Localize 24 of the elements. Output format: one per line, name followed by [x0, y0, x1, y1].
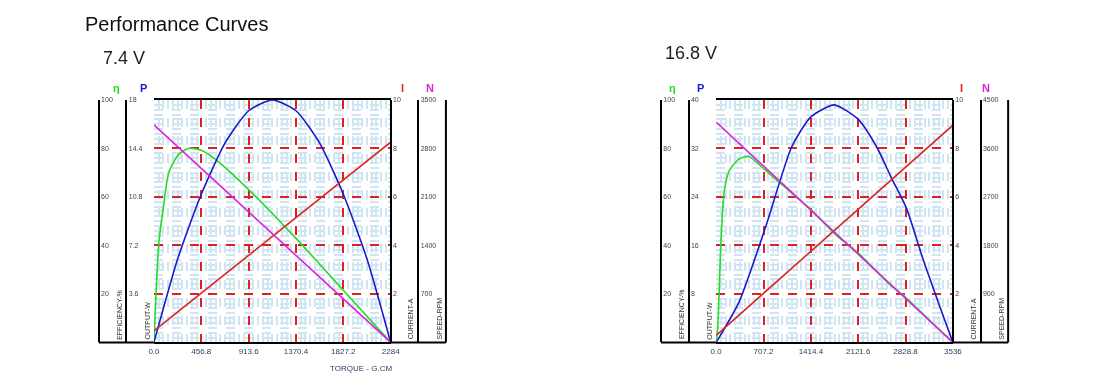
x-tick-label: 456.8 [191, 347, 212, 356]
text: P [697, 82, 705, 94]
chart-subtitle: 7.4 V [103, 48, 146, 68]
x-tick-label: 2284 [381, 347, 401, 356]
text: N [426, 82, 434, 94]
x-tick-label: 1370.4 [283, 347, 309, 356]
x-tick-label: 3536 [944, 347, 963, 356]
x-tick-label: 2121.6 [845, 347, 872, 356]
x-axis-title: TORQUE - G.CM [330, 364, 393, 373]
x-tick-label: 0.0 [148, 347, 161, 356]
chart-title: Performance Curves [85, 13, 269, 35]
chart-subtitle: 16.8 V [665, 43, 718, 63]
text: I [401, 82, 405, 94]
x-tick-label: 707.2 [753, 347, 775, 356]
text: I [960, 82, 964, 94]
x-tick-label: 1414.4 [798, 347, 824, 356]
text: P [140, 82, 148, 94]
x-tick-label: 0.0 [710, 347, 723, 356]
text: η [113, 82, 120, 94]
x-tick-label: 1827.2 [331, 347, 357, 356]
text: η [669, 82, 676, 94]
text: N [982, 82, 990, 94]
x-tick-label: 2828.8 [893, 347, 919, 356]
x-tick-label: 913.6 [238, 347, 260, 356]
